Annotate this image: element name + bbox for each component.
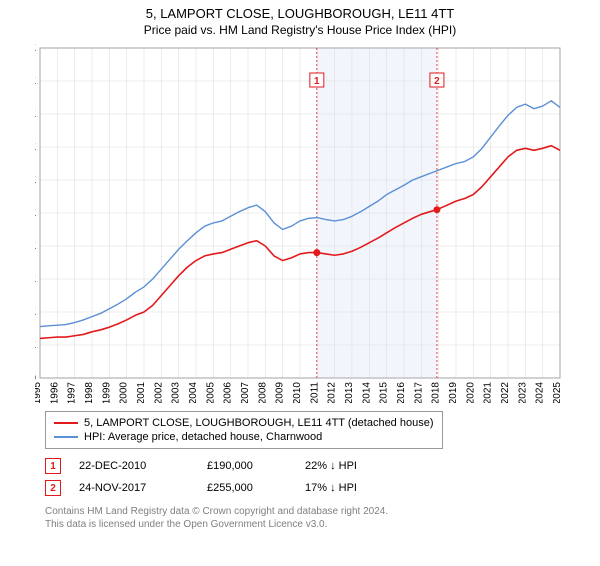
y-tick-label: £350K — [35, 142, 36, 153]
y-tick-label: £250K — [35, 208, 36, 219]
legend-row: 5, LAMPORT CLOSE, LOUGHBOROUGH, LE11 4TT… — [54, 416, 434, 430]
x-tick-label: 2002 — [153, 382, 164, 403]
chart-container: 5, LAMPORT CLOSE, LOUGHBOROUGH, LE11 4TT… — [0, 6, 600, 566]
x-tick-label: 2013 — [344, 382, 355, 403]
y-tick-label: £50K — [35, 340, 36, 351]
marker-badge: 1 — [310, 73, 324, 87]
svg-text:1: 1 — [314, 76, 320, 87]
transaction-row: 2 24-NOV-2017 £255,000 17% ↓ HPI — [45, 477, 600, 499]
legend-label: HPI: Average price, detached house, Char… — [84, 431, 322, 443]
x-tick-label: 2009 — [275, 382, 286, 403]
x-tick-label: 1995 — [35, 382, 43, 403]
x-tick-label: 2007 — [240, 382, 251, 403]
x-tick-label: 1999 — [101, 382, 112, 403]
transaction-date: 24-NOV-2017 — [79, 482, 189, 494]
legend-row: HPI: Average price, detached house, Char… — [54, 430, 434, 444]
y-tick-label: £450K — [35, 76, 36, 87]
x-tick-label: 2006 — [223, 382, 234, 403]
x-tick-label: 2011 — [309, 382, 320, 403]
x-tick-label: 2001 — [136, 382, 147, 403]
marker-badge: 2 — [430, 73, 444, 87]
chart-subtitle: Price paid vs. HM Land Registry's House … — [0, 23, 600, 37]
chart-svg: £0£50K£100K£150K£200K£250K£300K£350K£400… — [35, 43, 595, 403]
x-tick-label: 1997 — [67, 382, 78, 403]
x-tick-label: 2020 — [465, 382, 476, 403]
y-tick-label: £400K — [35, 109, 36, 120]
chart-title: 5, LAMPORT CLOSE, LOUGHBOROUGH, LE11 4TT — [0, 6, 600, 21]
footer-attribution: Contains HM Land Registry data © Crown c… — [45, 505, 600, 531]
x-tick-label: 2012 — [327, 382, 338, 403]
x-tick-label: 2003 — [171, 382, 182, 403]
x-tick-label: 2016 — [396, 382, 407, 403]
x-tick-label: 1998 — [84, 382, 95, 403]
transaction-badge: 1 — [45, 458, 61, 474]
transaction-price: £190,000 — [207, 460, 287, 472]
x-tick-label: 2024 — [535, 382, 546, 403]
chart-area: £0£50K£100K£150K£200K£250K£300K£350K£400… — [35, 43, 595, 403]
x-tick-label: 2010 — [292, 382, 303, 403]
x-tick-label: 2022 — [500, 382, 511, 403]
y-tick-label: £300K — [35, 175, 36, 186]
x-tick-label: 2018 — [431, 382, 442, 403]
transaction-pct: 22% ↓ HPI — [305, 460, 395, 472]
transaction-date: 22-DEC-2010 — [79, 460, 189, 472]
legend-label: 5, LAMPORT CLOSE, LOUGHBOROUGH, LE11 4TT… — [84, 417, 434, 429]
transaction-price: £255,000 — [207, 482, 287, 494]
footer-line1: Contains HM Land Registry data © Crown c… — [45, 505, 600, 518]
transactions-table: 1 22-DEC-2010 £190,000 22% ↓ HPI 2 24-NOV-201… — [45, 455, 600, 499]
x-tick-label: 2000 — [119, 382, 130, 403]
x-tick-label: 2014 — [361, 382, 372, 403]
legend: 5, LAMPORT CLOSE, LOUGHBOROUGH, LE11 4TT… — [45, 411, 443, 449]
x-tick-label: 2025 — [552, 382, 563, 403]
footer-line2: This data is licensed under the Open Gov… — [45, 518, 600, 531]
x-tick-label: 2008 — [257, 382, 268, 403]
x-tick-label: 2023 — [517, 382, 528, 403]
y-tick-label: £150K — [35, 274, 36, 285]
transaction-row: 1 22-DEC-2010 £190,000 22% ↓ HPI — [45, 455, 600, 477]
y-tick-label: £500K — [35, 43, 36, 54]
legend-swatch — [54, 422, 78, 424]
x-tick-label: 2017 — [413, 382, 424, 403]
svg-text:2: 2 — [434, 76, 440, 87]
x-tick-label: 1996 — [49, 382, 60, 403]
legend-swatch — [54, 436, 78, 438]
y-tick-label: £200K — [35, 241, 36, 252]
transaction-badge: 2 — [45, 480, 61, 496]
y-tick-label: £100K — [35, 307, 36, 318]
x-tick-label: 2015 — [379, 382, 390, 403]
x-tick-label: 2004 — [188, 382, 199, 403]
x-tick-label: 2005 — [205, 382, 216, 403]
transaction-pct: 17% ↓ HPI — [305, 482, 395, 494]
x-tick-label: 2021 — [483, 382, 494, 403]
x-tick-label: 2019 — [448, 382, 459, 403]
